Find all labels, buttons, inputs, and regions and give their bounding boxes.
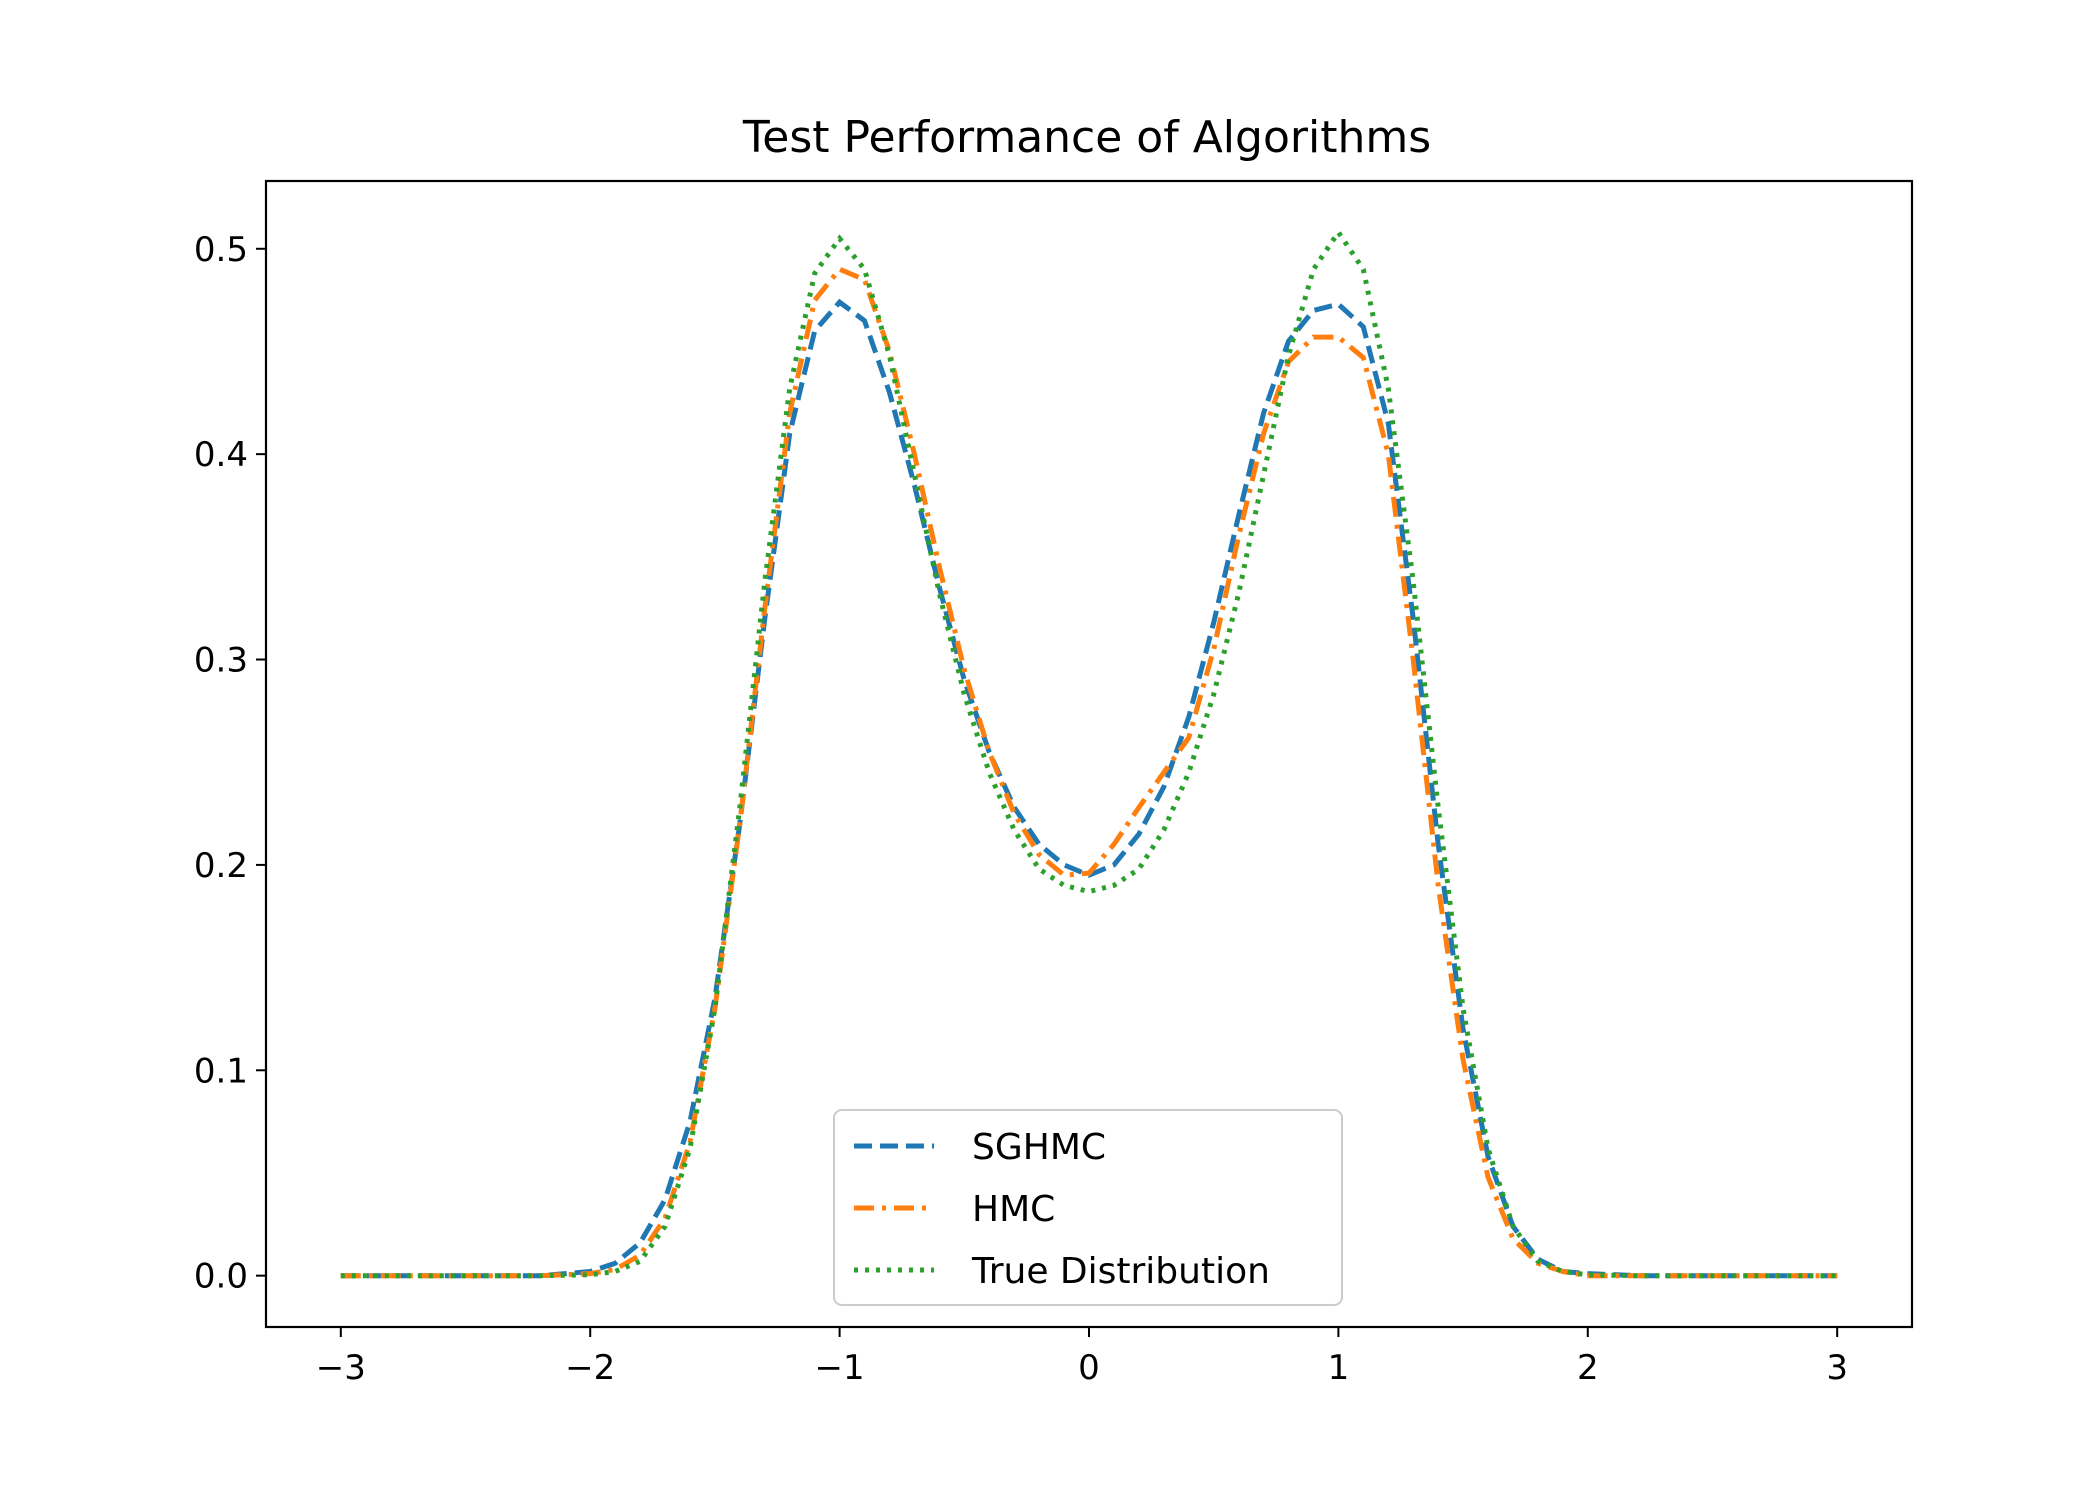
chart-title: Test Performance of Algorithms [742,112,1431,163]
legend-label-0: SGHMC [972,1127,1106,1168]
legend-label-1: HMC [972,1189,1055,1230]
legend-items: SGHMC HMC True Distribution [854,1127,1270,1292]
legend-label-2: True Distribution [971,1251,1270,1292]
x-tick-label: 0 [1078,1348,1100,1388]
x-tick-label: −2 [565,1348,615,1388]
x-tick-label: −1 [815,1348,865,1388]
legend-box [833,1109,1343,1306]
series-line-2 [340,227,1838,1279]
y-tick-label: 0.5 [194,230,248,270]
y-tick-label: 0.1 [194,1051,248,1091]
axis-layer: −3 −2 −1 0 1 2 3 0.0 0.1 0.2 0.3 0.4 0.5 [194,230,1848,1388]
y-tick-label: 0.2 [194,846,248,886]
y-tick-label: 0.0 [194,1257,248,1297]
x-tick-label: −3 [316,1348,366,1388]
x-tick-label: 1 [1328,1348,1350,1388]
x-tick-label: 2 [1577,1348,1599,1388]
x-tick-label: 3 [1826,1348,1848,1388]
y-tick-label: 0.3 [194,641,248,681]
series-layer [340,227,1838,1279]
series-line-1 [340,266,1838,1279]
legend: SGHMC HMC True Distribution [833,1109,1343,1306]
y-tick-label: 0.4 [194,435,248,475]
